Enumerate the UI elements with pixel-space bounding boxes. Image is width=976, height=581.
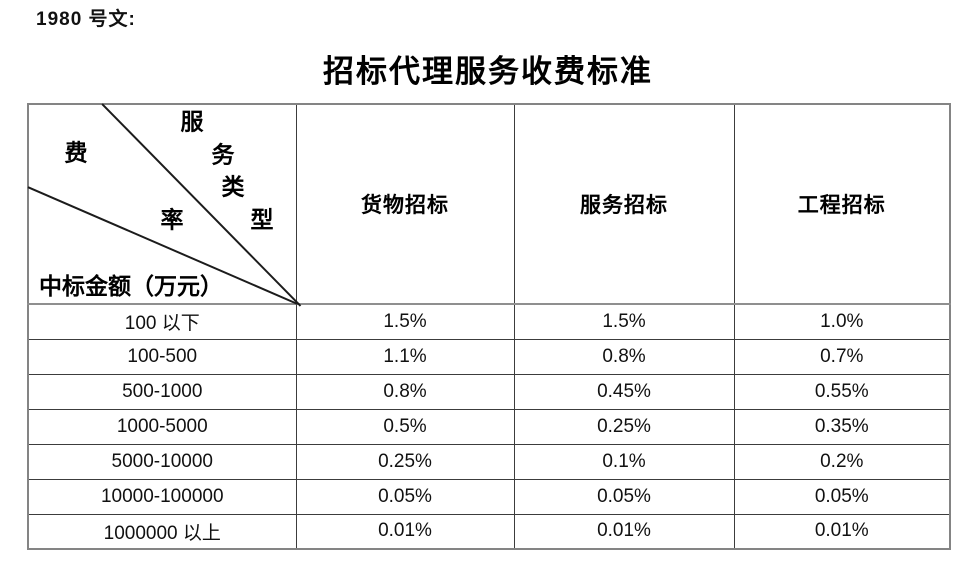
- fee-value-cell: 0.05%: [295, 478, 515, 515]
- table-header-row: 服 务 类 型 费 率 中标金额（万元） 货物招标 服务招标 工程招标: [27, 103, 951, 307]
- service-type-char-4: 型: [250, 207, 274, 233]
- fee-value-cell: 0.2%: [733, 443, 951, 480]
- fee-value-cell: 0.01%: [733, 513, 951, 550]
- fee-value-cell: 1.5%: [513, 303, 735, 340]
- fee-value-cell: 0.45%: [513, 373, 735, 410]
- fee-value-cell: 0.8%: [513, 338, 735, 375]
- fee-value-cell: 0.1%: [513, 443, 735, 480]
- fee-value-cell: 1.5%: [295, 303, 515, 340]
- table-row: 100 以下 1.5% 1.5% 1.0%: [27, 303, 951, 340]
- row-range-label: 500-1000: [27, 373, 297, 410]
- fee-rate-char-2: 率: [160, 207, 184, 233]
- fee-value-cell: 0.55%: [733, 373, 951, 410]
- row-range-label: 10000-100000: [27, 478, 297, 515]
- corner-header-cell: 服 务 类 型 费 率 中标金额（万元）: [27, 103, 302, 307]
- fee-value-cell: 1.0%: [733, 303, 951, 340]
- fee-value-cell: 0.5%: [295, 408, 515, 445]
- row-range-label: 1000-5000: [27, 408, 297, 445]
- service-type-char-3: 类: [221, 174, 245, 200]
- fee-value-cell: 0.7%: [733, 338, 951, 375]
- row-range-label: 100-500: [27, 338, 297, 375]
- fee-value-cell: 0.8%: [295, 373, 515, 410]
- fee-value-cell: 1.1%: [295, 338, 515, 375]
- fee-rate-char-1: 费: [64, 140, 88, 166]
- table-row: 500-1000 0.8% 0.45% 0.55%: [27, 373, 951, 410]
- table-row: 10000-100000 0.05% 0.05% 0.05%: [27, 478, 951, 515]
- table-row: 1000000 以上 0.01% 0.01% 0.01%: [27, 513, 951, 550]
- fee-value-cell: 0.35%: [733, 408, 951, 445]
- column-header-goods: 货物招标: [295, 103, 515, 305]
- table-row: 5000-10000 0.25% 0.1% 0.2%: [27, 443, 951, 480]
- table-row: 1000-5000 0.5% 0.25% 0.35%: [27, 408, 951, 445]
- fee-value-cell: 0.25%: [513, 408, 735, 445]
- column-header-works: 工程招标: [733, 103, 951, 305]
- amount-axis-label: 中标金额（万元）: [39, 274, 223, 299]
- page-title: 招标代理服务收费标准: [323, 54, 653, 89]
- fee-value-cell: 0.01%: [513, 513, 735, 550]
- service-type-char-2: 务: [211, 142, 235, 168]
- fee-table: 服 务 类 型 费 率 中标金额（万元） 货物招标 服务招标 工程招标 100 …: [27, 103, 951, 550]
- fee-value-cell: 0.05%: [513, 478, 735, 515]
- fee-value-cell: 0.01%: [295, 513, 515, 550]
- fee-value-cell: 0.25%: [295, 443, 515, 480]
- row-range-label: 100 以下: [27, 303, 297, 340]
- column-header-services: 服务招标: [513, 103, 735, 305]
- row-range-label: 1000000 以上: [27, 513, 297, 550]
- doc-number-label: 1980 号文:: [36, 9, 136, 30]
- diagonal-divider-icon: [27, 103, 302, 307]
- row-range-label: 5000-10000: [27, 443, 297, 480]
- fee-value-cell: 0.05%: [733, 478, 951, 515]
- table-row: 100-500 1.1% 0.8% 0.7%: [27, 338, 951, 375]
- service-type-char-1: 服: [180, 109, 204, 135]
